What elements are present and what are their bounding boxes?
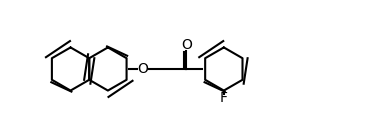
Text: O: O bbox=[181, 39, 192, 52]
Text: O: O bbox=[138, 62, 149, 76]
Text: F: F bbox=[220, 91, 228, 105]
